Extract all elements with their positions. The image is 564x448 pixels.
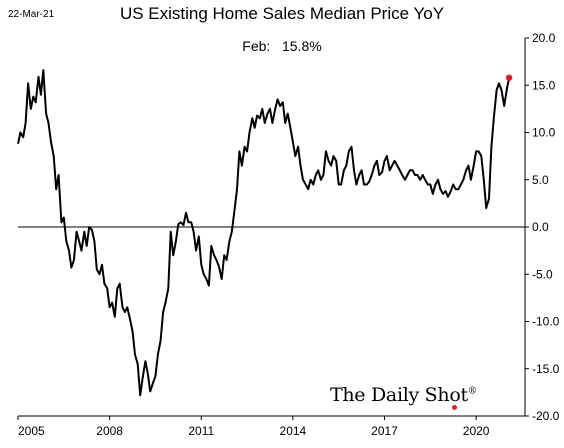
annotation-value: 15.8% (281, 38, 322, 54)
date-stamp: 22-Mar-21 (8, 9, 55, 20)
x-tick-label: 2011 (188, 424, 214, 438)
y-tick-label: 5.0 (532, 173, 549, 187)
series-line-median-price-yoy (17, 69, 511, 397)
annotation-label: Feb: (242, 38, 271, 54)
y-axis: 20.0 15.0 10.0 5.0 0.0 -5.0 -10.0 -15.0 -20.0 (525, 31, 560, 423)
y-tick-label: 10.0 (532, 126, 556, 140)
y-tick-label: -5.0 (532, 267, 553, 281)
x-tick-label: 2014 (280, 424, 307, 438)
x-tick-label: 2017 (371, 424, 398, 438)
y-tick-label: 0.0 (532, 220, 549, 234)
x-tick-label: 2005 (18, 424, 45, 438)
x-tick-label: 2008 (96, 424, 123, 438)
y-tick-label: -20.0 (532, 409, 560, 423)
x-axis: 2005 2008 2011 2014 2017 2020 (17, 416, 490, 438)
latest-value-annotation: Feb: 15.8% (0, 38, 564, 54)
watermark: The Daily Shot® (330, 384, 477, 406)
chart-title: US Existing Home Sales Median Price YoY (119, 4, 445, 23)
watermark-registered-mark: ® (467, 386, 477, 397)
x-tick-label: 2020 (463, 424, 490, 438)
y-tick-label: -10.0 (532, 315, 560, 329)
y-tick-label: 15.0 (532, 78, 556, 92)
watermark-text: The Daily Shot (330, 384, 468, 406)
watermark-dot (452, 405, 457, 410)
last-value-marker (505, 74, 513, 81)
y-tick-label: 20.0 (532, 31, 556, 45)
y-tick-label: -15.0 (532, 362, 560, 376)
